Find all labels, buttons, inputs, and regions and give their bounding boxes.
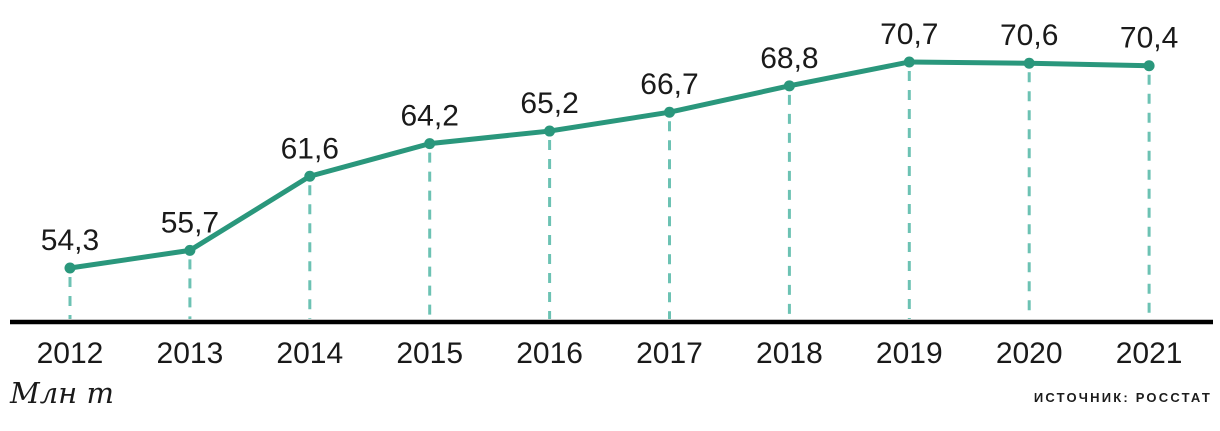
year-label-2014: 2014 [276, 337, 343, 370]
year-label-2016: 2016 [516, 337, 583, 370]
year-label-2017: 2017 [636, 337, 703, 370]
data-point-2014 [304, 170, 316, 182]
data-point-2016 [544, 125, 556, 137]
year-label-2019: 2019 [876, 337, 943, 370]
data-point-2021 [1143, 60, 1155, 72]
year-label-2013: 2013 [157, 337, 224, 370]
series-line [67, 59, 1152, 271]
value-label-2016: 65,2 [520, 87, 578, 120]
data-point-2012 [64, 262, 76, 274]
year-label-2018: 2018 [756, 337, 823, 370]
data-point-2019 [903, 56, 915, 68]
year-label-2020: 2020 [996, 337, 1063, 370]
y-axis-unit-label: Млн т [10, 376, 114, 410]
year-label-2012: 2012 [37, 337, 104, 370]
value-label-2021: 70,4 [1120, 22, 1178, 55]
value-label-2019: 70,7 [880, 18, 938, 51]
value-label-2013: 55,7 [161, 206, 219, 239]
year-label-2021: 2021 [1116, 337, 1183, 370]
value-label-2020: 70,6 [1000, 19, 1058, 52]
year-label-2015: 2015 [396, 337, 463, 370]
value-label-2017: 66,7 [640, 68, 698, 101]
value-label-2014: 61,6 [281, 132, 339, 165]
data-point-2018 [783, 80, 795, 92]
value-label-2012: 54,3 [41, 224, 99, 257]
data-point-2013 [184, 244, 196, 256]
source-label: ИСТОЧНИК: РОССТАТ [1033, 390, 1212, 405]
data-point-2017 [664, 106, 675, 118]
data-point-2015 [424, 138, 436, 150]
data-point-2020 [1023, 57, 1035, 69]
value-label-2015: 64,2 [401, 100, 459, 133]
value-label-2018: 68,8 [760, 42, 818, 75]
